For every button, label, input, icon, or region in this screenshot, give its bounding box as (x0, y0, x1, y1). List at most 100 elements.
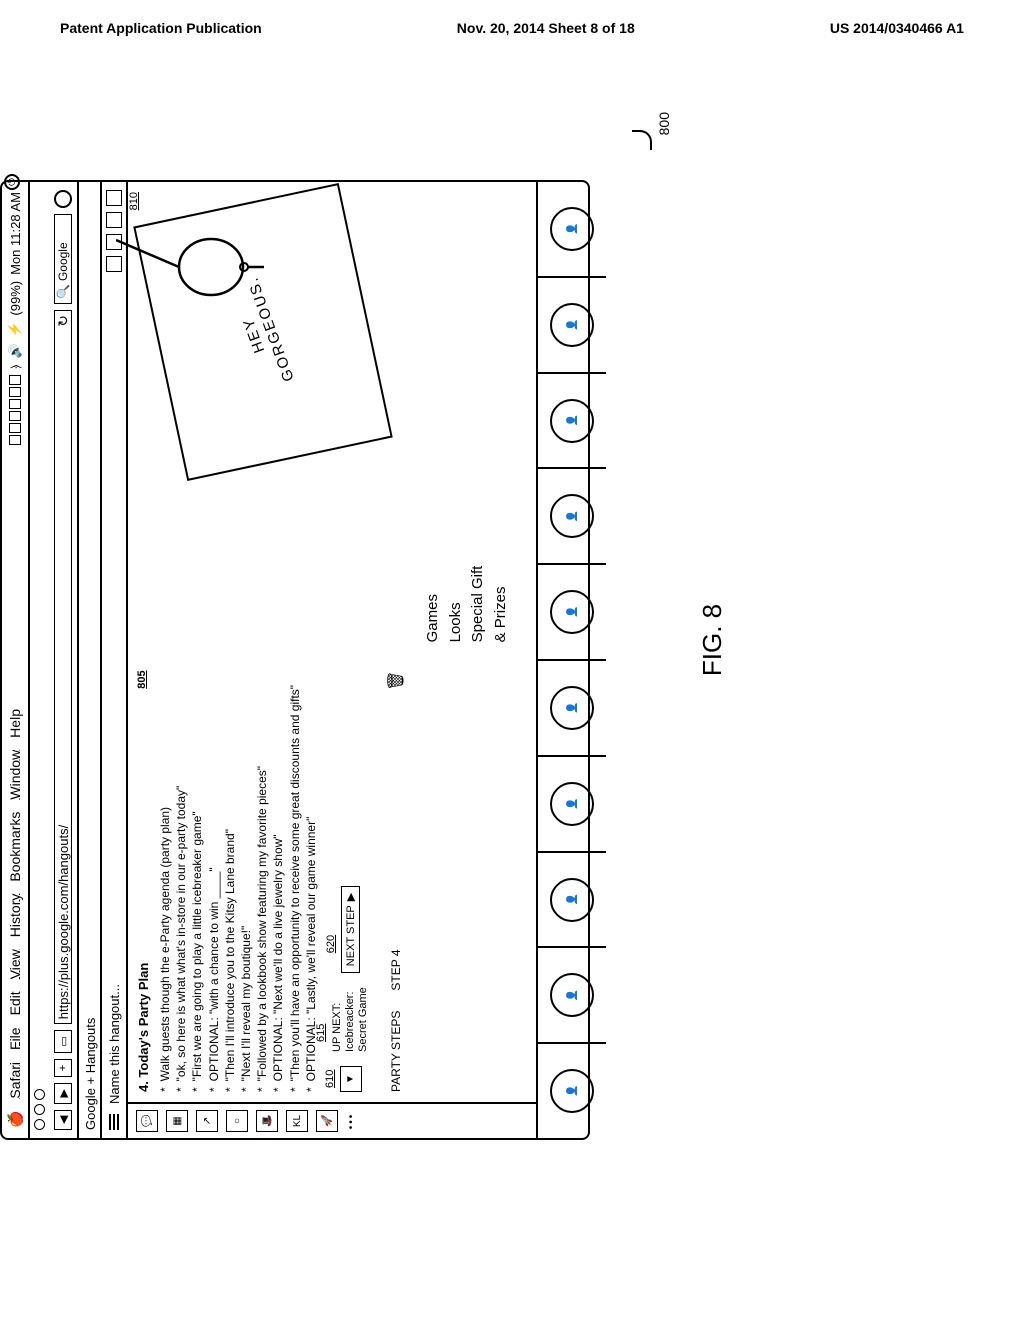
window-controls (30, 1081, 49, 1138)
menubar-right: ⦒ 🔊 ⚡ (99%) Mon 11:28 AM (7, 192, 23, 445)
more-icon[interactable]: ••• (346, 1113, 357, 1130)
sidebar: 💬 ▦ ↗ ○ 🎩 KL 🚀 ••• (128, 1102, 536, 1138)
menu-help[interactable]: Help (7, 709, 23, 738)
header-left: Patent Application Publication (60, 20, 262, 36)
party-plan-panel: 4. Today's Party Plan 805 Walk guests th… (128, 660, 536, 1102)
page-title-row: Google + Hangouts (79, 182, 102, 1138)
callout-805: 805 (136, 670, 151, 688)
menu-edit[interactable]: Edit (7, 991, 23, 1015)
list-item: "Next I'll reveal my boutique!" (238, 670, 254, 1092)
menu-file[interactable]: File (7, 1027, 23, 1050)
avatar-row: 👤 👤 👤 👤 👤 👤 👤 👤 👤 👤 (536, 182, 606, 1138)
avatar[interactable]: 👤 (550, 590, 594, 634)
kl-icon[interactable]: KL (286, 1110, 308, 1132)
hangout-name-row: Name this hangout... (102, 182, 128, 1138)
ref-800: 800 (656, 112, 672, 135)
tool-icon-4[interactable] (106, 190, 122, 206)
feature-item: Special Gift (467, 566, 490, 643)
upnext-row: 610 ▼ 615 UP NEXT: Icebreacker: Secret G… (331, 670, 371, 1092)
party-steps-row: PARTY STEPS STEP 4 🗑 (386, 670, 406, 1092)
right-panel: 810 HEY GORGEOUS. Games (128, 182, 536, 660)
power-icon[interactable]: ⏻ (4, 174, 20, 190)
avatar[interactable]: 👤 (550, 782, 594, 826)
chat-icon[interactable]: 💬 (136, 1110, 158, 1132)
add-button[interactable]: + (54, 1059, 72, 1077)
page-title: Google + Hangouts (83, 1018, 98, 1130)
list-item: OPTIONAL: "Next we'll do a live jewelry … (270, 670, 286, 1092)
sound-icon: 🔊 (8, 344, 22, 359)
header-right: US 2014/0340466 A1 (830, 20, 964, 36)
avatar[interactable]: 👤 (550, 878, 594, 922)
user-avatar-icon[interactable] (54, 190, 72, 208)
hamburger-icon[interactable] (109, 1114, 119, 1130)
list-item: "Then I'll introduce you to the Kitsy La… (222, 670, 238, 1092)
hangout-name-input[interactable]: Name this hangout... (107, 984, 122, 1104)
party-steps-label: PARTY STEPS (389, 1011, 403, 1092)
menu-window[interactable]: Window (7, 750, 23, 800)
charging-icon: ⚡ (7, 322, 23, 338)
url-bar: ◀ ▶ + ▭ https://plus.google.com/hangouts… (49, 182, 79, 1138)
menu-safari[interactable]: Safari (7, 1062, 23, 1099)
avatar[interactable]: 👤 (550, 1069, 594, 1113)
feature-item: & Prizes (490, 566, 513, 643)
feature-list: Games Looks Special Gift & Prizes (422, 566, 512, 643)
back-button[interactable]: ◀ (54, 1110, 72, 1130)
avatar[interactable]: 👤 (550, 494, 594, 538)
play-icon: ▶ (344, 893, 357, 901)
callout-610: 610 (324, 1070, 336, 1088)
card-text: HEY GORGEOUS. (227, 274, 299, 390)
wifi-icon: ⦒ (8, 365, 23, 369)
apple-icon[interactable]: 🍎 (7, 1111, 24, 1128)
menu-bookmarks[interactable]: Bookmarks (7, 812, 23, 882)
figure-container: 🍎 Safari File Edit View History Bookmark… (0, 140, 680, 1140)
effects-icon[interactable]: 🎩 (256, 1110, 278, 1132)
avatar[interactable]: 👤 (550, 207, 594, 251)
search-icon: 🔍 (56, 284, 70, 299)
search-input[interactable]: 🔍 Google (54, 214, 72, 304)
refresh-icon[interactable]: ↻ (55, 315, 72, 327)
avatar[interactable]: 👤 (550, 303, 594, 347)
rocket-icon[interactable]: 🚀 (316, 1110, 338, 1132)
callout-620: 620 (325, 935, 337, 953)
party-step-num: STEP 4 (389, 949, 403, 990)
upnext-text: UP NEXT: Icebreacker: Secret Game (331, 987, 371, 1052)
macos-menubar: 🍎 Safari File Edit View History Bookmark… (2, 182, 30, 1138)
clock: Mon 11:28 AM (8, 192, 23, 275)
zoom-icon[interactable] (34, 1089, 45, 1100)
url-input[interactable]: https://plus.google.com/hangouts/ ↻ (54, 310, 72, 1024)
dropdown-button[interactable]: ▼ (340, 1066, 362, 1092)
avatar[interactable]: 👤 (550, 686, 594, 730)
list-item: Walk guests though the e-Party agenda (p… (157, 670, 173, 1092)
next-step-button[interactable]: NEXT STEP▶ (341, 886, 360, 973)
page-header: Patent Application Publication Nov. 20, … (0, 0, 1024, 46)
callout-810: 810 (128, 192, 140, 210)
list-item: OPTIONAL: "with a chance to win ____" (206, 670, 222, 1092)
avatar[interactable]: 👤 (550, 399, 594, 443)
main-area: 💬 ▦ ↗ ○ 🎩 KL 🚀 ••• 4. Today's Party Plan… (128, 182, 536, 1138)
callout-615: 615 (315, 1024, 327, 1042)
list-item: "Followed by a lookbook show featuring m… (254, 670, 270, 1092)
menu-history[interactable]: History (7, 894, 23, 938)
url-text: https://plus.google.com/hangouts/ (56, 825, 71, 1019)
minimize-icon[interactable] (34, 1104, 45, 1115)
close-icon[interactable] (34, 1119, 45, 1130)
feature-item: Looks (445, 566, 468, 643)
forward-button[interactable]: ▶ (54, 1083, 72, 1103)
grid-icon[interactable]: ▦ (166, 1110, 188, 1132)
header-center: Nov. 20, 2014 Sheet 8 of 18 (457, 20, 635, 36)
ref-arc (632, 130, 652, 150)
battery-pct: (99%) (8, 281, 23, 316)
share-icon[interactable]: ↗ (196, 1110, 218, 1132)
circle-icon[interactable]: ○ (226, 1110, 248, 1132)
avatar[interactable]: 👤 (550, 973, 594, 1017)
content: 4. Today's Party Plan 805 Walk guests th… (128, 182, 536, 1102)
party-plan-heading: 4. Today's Party Plan 805 (136, 670, 151, 1092)
feature-item: Games (422, 566, 445, 643)
bookmark-icon[interactable]: ▭ (54, 1030, 72, 1052)
party-plan-list: Walk guests though the e-Party agenda (p… (157, 670, 319, 1092)
menu-view[interactable]: View (7, 949, 23, 979)
list-item: "First we are going to play a little ice… (189, 670, 205, 1092)
browser-window: 🍎 Safari File Edit View History Bookmark… (0, 180, 590, 1140)
trash-icon[interactable]: 🗑 (386, 670, 406, 690)
hey-gorgeous-card: HEY GORGEOUS. (133, 183, 392, 481)
